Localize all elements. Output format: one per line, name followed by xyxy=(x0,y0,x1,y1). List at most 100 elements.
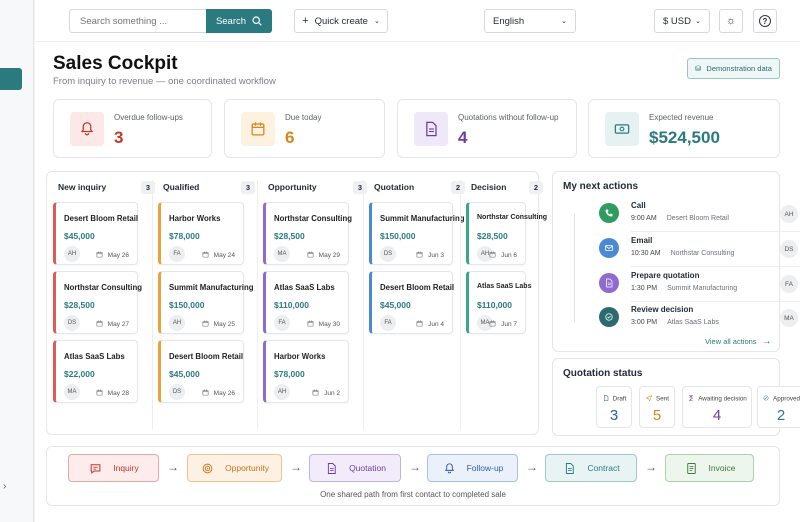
view-all-actions-link[interactable]: View all actions → xyxy=(705,336,772,347)
search-input[interactable] xyxy=(69,9,207,33)
bell-icon xyxy=(70,112,104,146)
check-icon xyxy=(762,395,770,404)
pipeline-column-title: Qualified xyxy=(163,182,200,192)
action-company: Summit Manufacturing xyxy=(667,285,738,292)
deal-company: Harbor Works xyxy=(274,352,326,361)
plus-icon: + xyxy=(302,15,309,27)
avatar: MA xyxy=(780,309,798,327)
quotation-status-tile[interactable]: Approved 2 xyxy=(757,386,800,428)
deal-card[interactable]: Desert Bloom Retail $45,000 FA Jun 4 xyxy=(369,271,454,334)
status-label-text: Draft xyxy=(612,395,627,403)
workflow-step-label: Invoice xyxy=(708,463,736,473)
kpi-card[interactable]: Quotations without follow-up 4 xyxy=(397,99,577,158)
action-type[interactable]: Prepare quotation xyxy=(631,271,700,280)
deal-company: Summit Manufacturing xyxy=(380,214,465,223)
send-icon xyxy=(645,395,653,404)
workflow-step[interactable]: Quotation xyxy=(309,454,401,482)
search-icon xyxy=(252,16,262,26)
action-type[interactable]: Email xyxy=(631,236,653,245)
workflow-step[interactable]: Follow-up xyxy=(427,454,518,482)
deal-date: May 28 xyxy=(95,388,129,399)
deal-card[interactable]: Atlas SaaS Labs $110,000 MA Jun 7 xyxy=(466,271,531,334)
deal-card[interactable]: Northstar Consulting $28,500 MA May 29 xyxy=(263,202,352,265)
deal-date-text: May 27 xyxy=(107,321,129,328)
deal-amount: $110,000 xyxy=(477,300,512,310)
quotation-status-tile[interactable]: Draft 3 xyxy=(596,386,632,428)
chevron-down-icon: ⌄ xyxy=(695,18,701,25)
action-type[interactable]: Review decision xyxy=(631,305,694,314)
arrow-right-icon: → xyxy=(761,336,772,347)
deal-company: Northstar Consulting xyxy=(274,214,352,223)
deal-card[interactable]: Summit Manufacturing $150,000 AH May 25 xyxy=(158,271,253,334)
workflow-step[interactable]: Inquiry xyxy=(68,454,159,482)
deal-date-text: May 26 xyxy=(213,390,235,397)
deal-card[interactable]: Northstar Consulting $28,500 DS May 27 xyxy=(53,271,142,334)
avatar: FA xyxy=(380,315,396,331)
workflow-step[interactable]: Opportunity xyxy=(187,454,282,482)
deal-card[interactable]: Harbor Works $78,000 AH Jun 2 xyxy=(263,340,349,403)
deal-card[interactable]: Harbor Works $78,000 FA May 24 xyxy=(158,202,244,265)
deal-date-text: Jun 4 xyxy=(428,321,444,328)
help-button[interactable]: ? xyxy=(753,9,777,33)
calendar-icon xyxy=(95,250,104,261)
invoice-icon xyxy=(684,461,699,476)
pipeline-column-title: New inquiry xyxy=(58,182,107,192)
quotation-status-title: Quotation status xyxy=(563,368,643,379)
calendar-icon xyxy=(201,250,210,261)
demonstration-data-button[interactable]: ⛁ Demonstration data xyxy=(687,58,780,79)
deal-amount: $28,500 xyxy=(274,231,305,241)
quotation-status-tile[interactable]: Awaiting decision 4 xyxy=(682,386,752,428)
page-title: Sales Cockpit xyxy=(53,53,178,74)
arrow-right-icon: → xyxy=(167,460,179,474)
quotation-status-tile[interactable]: Sent 5 xyxy=(639,386,675,428)
workflow-step[interactable]: Invoice xyxy=(665,454,754,482)
kpi-card[interactable]: Expected revenue $524,500 xyxy=(588,99,780,158)
currency-select[interactable]: $ USD ⌄ xyxy=(654,9,710,33)
money-icon xyxy=(605,112,639,146)
quick-create-button[interactable]: + Quick create ⌄ xyxy=(294,9,388,33)
action-type[interactable]: Call xyxy=(631,201,646,210)
action-time: 1:30 PM xyxy=(631,285,658,292)
chevron-right-icon[interactable]: › xyxy=(3,481,7,492)
kpi-label: Due today xyxy=(285,113,322,122)
deal-card[interactable]: Atlas SaaS Labs $22,000 MA May 28 xyxy=(53,340,138,403)
pipeline-column-title: Opportunity xyxy=(268,182,317,192)
action-company: Desert Bloom Retail xyxy=(666,215,729,222)
sidebar-active-tab[interactable] xyxy=(0,68,22,90)
chevron-down-icon: ⌄ xyxy=(373,18,380,25)
hourglass-icon xyxy=(687,395,695,404)
deal-card[interactable]: Desert Bloom Retail $45,000 AH May 26 xyxy=(53,202,138,265)
search-button[interactable]: Search xyxy=(206,9,272,33)
calendar-icon xyxy=(488,319,497,330)
status-label-text: Sent xyxy=(656,395,669,403)
action-divider xyxy=(631,231,800,232)
calendar-icon xyxy=(306,250,315,261)
next-actions-panel xyxy=(552,171,780,352)
target-icon xyxy=(200,461,215,476)
deal-date: Jun 3 xyxy=(415,250,444,261)
deal-card[interactable]: Atlas SaaS Labs $110,000 FA May 30 xyxy=(263,271,349,334)
kpi-value: 3 xyxy=(114,128,124,147)
theme-toggle-button[interactable]: ☼ xyxy=(719,9,743,33)
kpi-value: $524,500 xyxy=(649,128,720,147)
status-label: Sent xyxy=(640,394,674,404)
kpi-card[interactable]: Due today 6 xyxy=(224,99,385,158)
avatar: AH xyxy=(64,246,80,262)
language-select[interactable]: English ⌄ xyxy=(484,9,576,33)
avatar: DS xyxy=(64,315,80,331)
calendar-icon xyxy=(95,388,104,399)
arrow-right-icon: → xyxy=(290,460,302,474)
demo-label: Demonstration data xyxy=(706,64,772,73)
deal-card[interactable]: Summit Manufacturing $150,000 DS Jun 3 xyxy=(369,202,464,265)
deal-amount: $150,000 xyxy=(169,300,205,310)
help-icon: ? xyxy=(759,15,771,27)
pipeline-column-count: 2 xyxy=(529,181,543,194)
action-time: 10:30 AM xyxy=(631,250,661,257)
deal-date: May 29 xyxy=(306,250,340,261)
action-divider xyxy=(631,301,800,302)
kpi-card[interactable]: Overdue follow-ups 3 xyxy=(53,99,212,158)
deal-card[interactable]: Desert Bloom Retail $45,000 DS May 26 xyxy=(158,340,244,403)
deal-card[interactable]: Northstar Consulting $28,500 AH Jun 6 xyxy=(466,202,547,265)
page-subtitle: From inquiry to revenue — one coordinate… xyxy=(53,76,276,87)
workflow-step[interactable]: Contract xyxy=(545,454,637,482)
